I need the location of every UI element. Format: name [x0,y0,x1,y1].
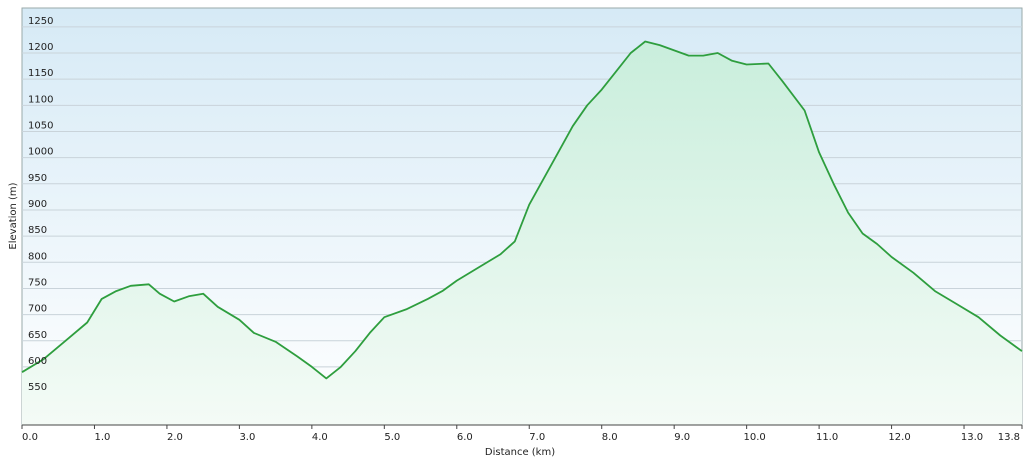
x-tick-label: 1.0 [95,432,111,443]
y-tick-label: 1100 [28,94,53,105]
x-tick-label: 7.0 [529,432,545,443]
y-tick-label: 850 [28,225,47,236]
x-tick-label: 13.0 [961,432,983,443]
y-tick-label: 1200 [28,42,53,53]
y-tick-label: 1000 [28,147,53,158]
x-tick-label: 8.0 [602,432,618,443]
x-tick-label: 0.0 [22,432,38,443]
elevation-line [21,40,1023,380]
y-tick-label: 750 [28,277,47,288]
y-tick-label: 700 [28,304,47,315]
x-tick-label: 11.0 [816,432,838,443]
y-tick-label: 1250 [28,16,53,27]
area-fill [22,41,1022,425]
x-tick-label: 12.0 [888,432,910,443]
y-tick-label: 550 [28,382,47,393]
x-tick-label: 9.0 [674,432,690,443]
y-tick-label: 800 [28,251,47,262]
y-tick-label: 650 [28,330,47,341]
x-tick-label: 13.8 [998,432,1020,443]
y-tick-label: 600 [28,356,47,367]
x-tick-label: 2.0 [167,432,183,443]
y-tick-label: 900 [28,199,47,210]
x-tick-label: 3.0 [239,432,255,443]
x-tick-label: 10.0 [744,432,766,443]
x-tick-label: 5.0 [384,432,400,443]
y-tick-label: 950 [28,173,47,184]
x-tick-label: 6.0 [457,432,473,443]
x-tick-label: 4.0 [312,432,328,443]
y-axis-title: Elevation (m) [8,182,19,249]
y-tick-label: 1050 [28,120,53,131]
x-axis-title: Distance (km) [485,447,555,458]
y-tick-label: 1150 [28,68,53,79]
